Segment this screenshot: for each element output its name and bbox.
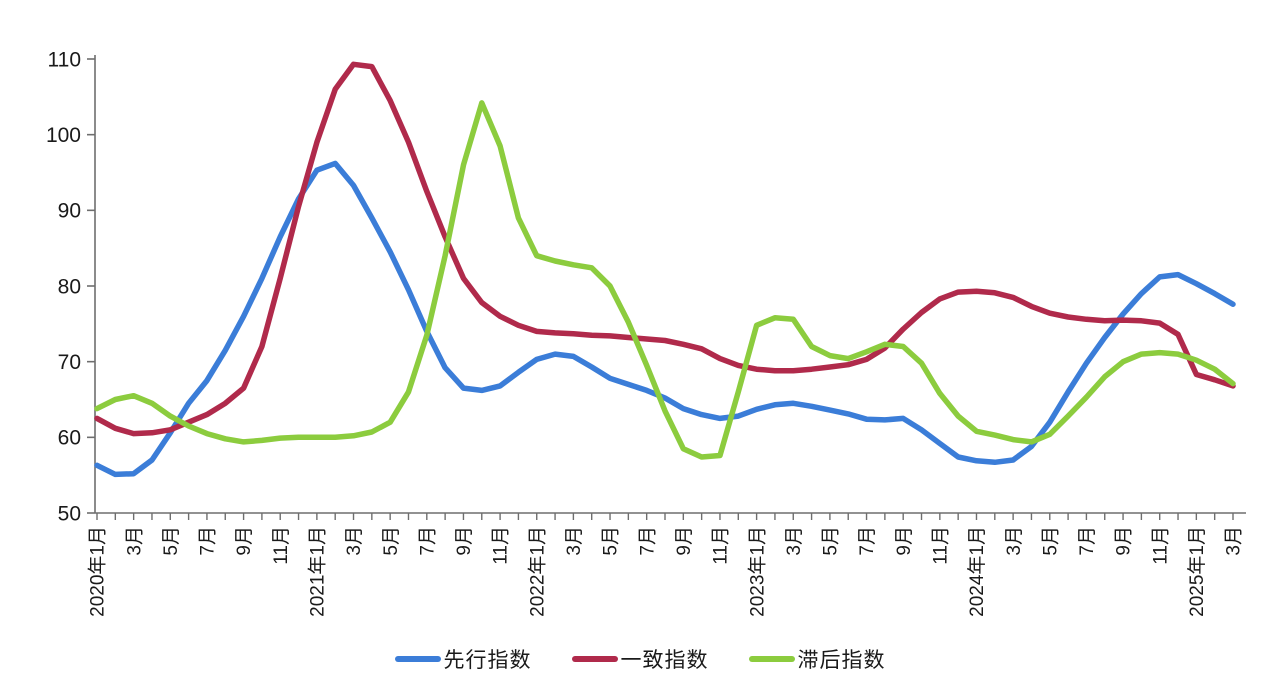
x-tick-label: 2023年1月 bbox=[746, 526, 768, 617]
y-tick-label: 90 bbox=[58, 200, 81, 223]
x-tick-label: 11月 bbox=[711, 526, 732, 565]
series-line-coincident-index bbox=[94, 61, 1236, 437]
x-tick-label: 5月 bbox=[381, 526, 402, 556]
x-tick-label: 11月 bbox=[1150, 526, 1171, 565]
x-tick-label: 9月 bbox=[1114, 526, 1135, 556]
y-tick-label: 110 bbox=[48, 48, 81, 71]
x-tick-label: 7月 bbox=[1077, 526, 1098, 556]
x-tick-label: 9月 bbox=[454, 526, 475, 556]
legend-label-coincident-index: 一致指数 bbox=[620, 649, 709, 672]
x-tick-label: 3月 bbox=[1224, 526, 1245, 556]
x-tick-label: 2024年1月 bbox=[966, 526, 988, 617]
x-tick-label: 9月 bbox=[894, 526, 915, 556]
x-tick-label: 11月 bbox=[491, 526, 512, 565]
x-tick-label: 7月 bbox=[637, 526, 658, 556]
x-tick-label: 3月 bbox=[784, 526, 805, 556]
y-tick-label: 80 bbox=[58, 275, 81, 298]
series-line-lagging-index bbox=[94, 100, 1236, 460]
legend: 先行指数 一致指数 滞后指数 bbox=[0, 644, 1280, 674]
y-tick-label: 50 bbox=[58, 502, 81, 525]
y-tick-label: 70 bbox=[58, 351, 81, 374]
series-line-leading-index bbox=[94, 160, 1236, 478]
x-tick-label: 2022年1月 bbox=[526, 526, 548, 617]
x-tick-label: 5月 bbox=[1040, 526, 1061, 556]
legend-swatch-lagging-index bbox=[748, 656, 795, 662]
x-tick-label: 7月 bbox=[198, 526, 219, 556]
x-tick-label: 9月 bbox=[234, 526, 255, 556]
x-tick-label: 2021年1月 bbox=[307, 526, 329, 617]
x-tick-label: 11月 bbox=[271, 526, 292, 565]
y-tick-label: 60 bbox=[58, 427, 81, 450]
legend-label-lagging-index: 滞后指数 bbox=[797, 649, 886, 672]
x-tick-label: 3月 bbox=[344, 526, 365, 556]
x-tick-label: 5月 bbox=[601, 526, 622, 556]
x-tick-label: 5月 bbox=[161, 526, 182, 556]
x-tick-label: 9月 bbox=[674, 526, 695, 556]
x-tick-label: 3月 bbox=[564, 526, 585, 556]
x-tick-label: 2025年1月 bbox=[1186, 526, 1208, 617]
y-tick-label: 100 bbox=[46, 124, 81, 147]
legend-item-lagging-index: 滞后指数 bbox=[748, 644, 886, 674]
legend-item-coincident-index: 一致指数 bbox=[571, 644, 709, 674]
x-tick-label: 3月 bbox=[1004, 526, 1025, 556]
legend-label-leading-index: 先行指数 bbox=[443, 649, 532, 672]
x-tick-label: 7月 bbox=[857, 526, 878, 556]
x-tick-label: 3月 bbox=[124, 526, 145, 556]
x-tick-label: 11月 bbox=[930, 526, 951, 565]
legend-swatch-coincident-index bbox=[571, 656, 618, 662]
x-tick-label: 2020年1月 bbox=[87, 526, 109, 617]
x-tick-label: 5月 bbox=[821, 526, 842, 556]
legend-swatch-leading-index bbox=[394, 656, 441, 662]
x-tick-label: 7月 bbox=[417, 526, 438, 556]
legend-item-leading-index: 先行指数 bbox=[394, 644, 532, 674]
